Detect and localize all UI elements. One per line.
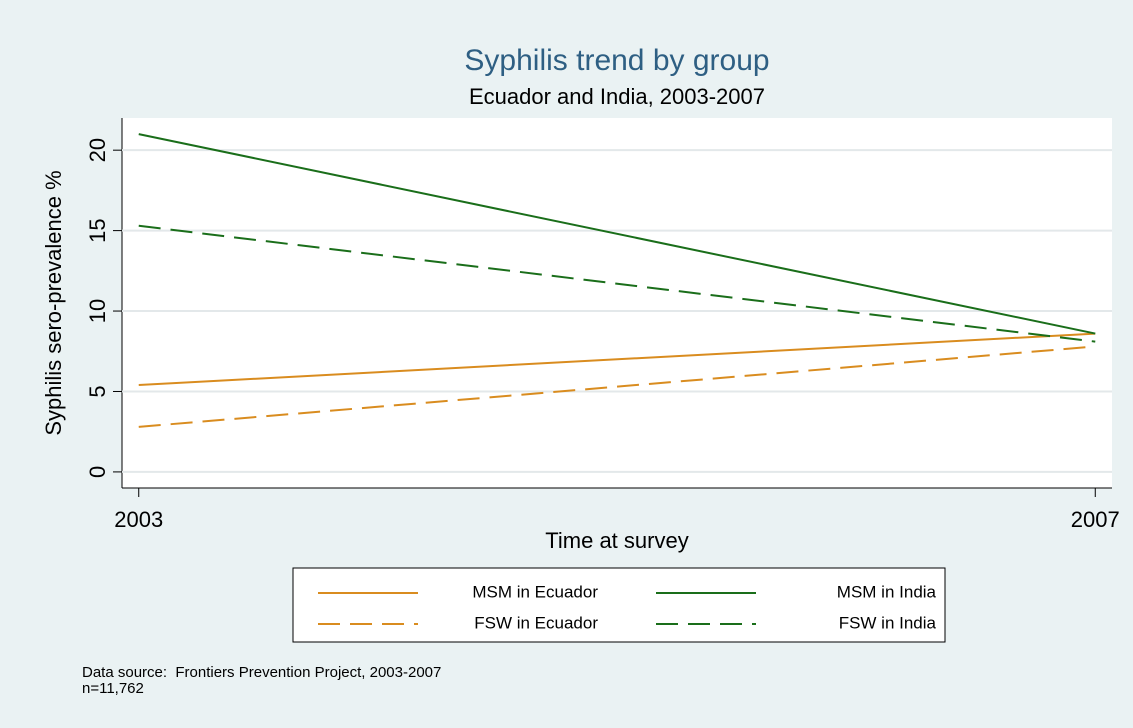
legend-label: MSM in Ecuador bbox=[472, 582, 598, 601]
y-tick-label: 5 bbox=[85, 385, 110, 397]
y-tick-label: 15 bbox=[85, 218, 110, 242]
legend-box bbox=[292, 567, 946, 643]
series-line bbox=[138, 332, 1096, 387]
x-tick-label: 2003 bbox=[114, 507, 163, 532]
y-tick-label: 10 bbox=[85, 299, 110, 323]
y-axis-label: Syphilis sero-prevalence % bbox=[41, 170, 66, 435]
note: Data source: Frontiers Prevention Projec… bbox=[82, 664, 441, 681]
note: n=11,762 bbox=[82, 680, 144, 697]
plot-area bbox=[122, 118, 1112, 488]
x-tick-label: 2007 bbox=[1071, 507, 1120, 532]
series-line bbox=[138, 133, 1096, 335]
legend-label: MSM in India bbox=[837, 582, 937, 601]
x-axis-label: Time at survey bbox=[545, 528, 688, 553]
y-tick-label: 0 bbox=[85, 466, 110, 478]
legend-label: FSW in Ecuador bbox=[474, 613, 598, 632]
legend-label: FSW in India bbox=[839, 613, 937, 632]
chart-subtitle: Ecuador and India, 2003-2007 bbox=[469, 84, 765, 109]
chart-title: Syphilis trend by group bbox=[464, 44, 769, 77]
series-line bbox=[138, 224, 1096, 343]
y-tick-label: 20 bbox=[85, 138, 110, 162]
